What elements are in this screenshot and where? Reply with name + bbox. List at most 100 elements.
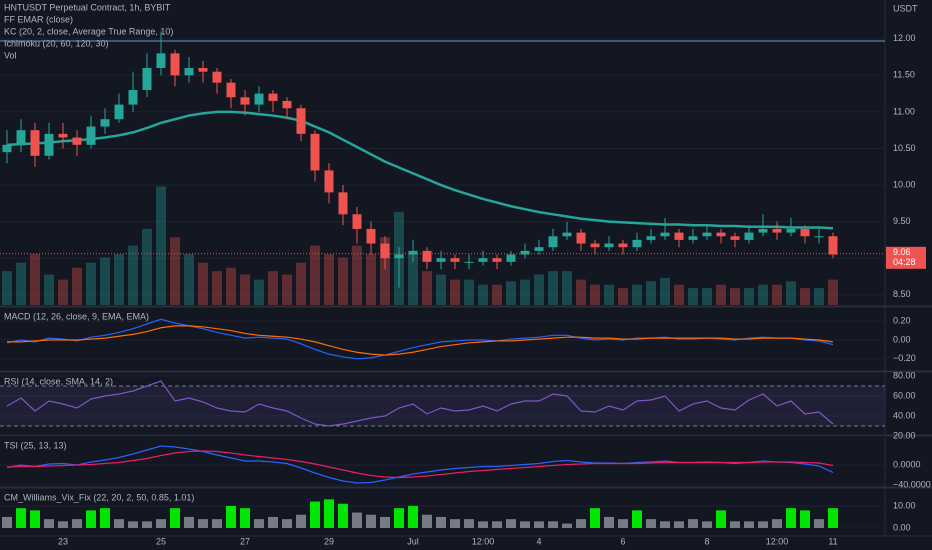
volume-bar	[2, 271, 12, 305]
y-tick-label: 40.00	[893, 410, 916, 420]
candle-body	[394, 254, 404, 259]
x-tick-label: 29	[324, 536, 334, 546]
volume-bar	[380, 237, 390, 305]
vix-bar	[744, 521, 754, 528]
vix-bar	[646, 519, 656, 528]
candle-body	[86, 126, 96, 145]
vix-bar	[772, 519, 782, 528]
candle-body	[338, 192, 348, 215]
vix-bar	[212, 519, 222, 528]
vix-bar	[688, 519, 698, 528]
candle-body	[688, 236, 698, 240]
vix-bar	[618, 519, 628, 528]
candle-body	[170, 53, 180, 76]
volume-bar	[478, 284, 488, 305]
candle-body	[716, 232, 726, 237]
vix-bar	[240, 508, 250, 528]
vix-bar	[72, 519, 82, 528]
volume-bar	[198, 262, 208, 305]
candle-body	[100, 119, 110, 127]
candle-body	[450, 258, 460, 262]
vix-bar	[800, 510, 810, 528]
vix-bar	[520, 521, 530, 528]
indicator-label: Ichimoku (20, 60, 120, 30)	[4, 38, 109, 48]
indicator-label: Vol	[4, 50, 17, 60]
vix-bar	[660, 521, 670, 528]
candle-body	[492, 258, 502, 262]
candle-body	[44, 133, 54, 156]
vix-bar	[58, 521, 68, 528]
candle-body	[142, 68, 152, 90]
candle-body	[534, 247, 544, 251]
candle-body	[128, 89, 138, 105]
candle-body	[744, 232, 754, 240]
vix-bar	[366, 514, 376, 528]
x-tick-label: 4	[536, 536, 541, 546]
candle-body	[478, 258, 488, 262]
volume-bar	[590, 284, 600, 305]
volume-bar	[268, 271, 278, 305]
y-tick-label: 80.00	[893, 370, 916, 380]
volume-bar	[450, 279, 460, 305]
vix-bar	[814, 519, 824, 528]
vix-bar	[534, 521, 544, 528]
vix-bar	[590, 508, 600, 528]
volume-bar	[744, 288, 754, 305]
volume-bar	[548, 271, 558, 305]
candle-body	[632, 239, 642, 248]
candle-body	[310, 133, 320, 171]
volume-bar	[604, 284, 614, 305]
candle-body	[268, 93, 278, 101]
vix-bar	[562, 523, 572, 528]
vix-bar	[226, 505, 236, 528]
volume-bar	[310, 245, 320, 305]
candle-body	[702, 232, 712, 237]
volume-bar	[492, 284, 502, 305]
vix-bar	[604, 516, 614, 528]
vix-bar	[730, 521, 740, 528]
pane-title: TSI (25, 13, 13)	[4, 440, 67, 450]
candle-body	[646, 236, 656, 240]
volume-bar	[562, 271, 572, 305]
volume-bar	[464, 279, 474, 305]
vix-bar	[450, 519, 460, 528]
last-price-box	[886, 246, 926, 269]
candle-body	[352, 214, 362, 229]
volume-bar	[44, 274, 54, 305]
x-tick-label: Jul	[407, 536, 419, 546]
candle-body	[604, 243, 614, 248]
vix-bar	[716, 510, 726, 528]
vix-bar	[352, 512, 362, 528]
volume-bar	[758, 284, 768, 305]
vix-bar	[184, 516, 194, 528]
vix-bar	[268, 516, 278, 528]
volume-bar	[184, 254, 194, 305]
volume-bar	[352, 245, 362, 305]
vix-bar	[632, 510, 642, 528]
y-tick-label: 0.00	[893, 334, 911, 344]
indicator-line	[6, 450, 834, 479]
volume-bar	[114, 254, 124, 305]
candle-body	[184, 68, 194, 76]
candle-body	[772, 228, 782, 233]
candle-body	[506, 254, 516, 262]
vix-bar	[296, 514, 306, 528]
volume-bar	[436, 274, 446, 305]
y-tick-label: 11.00	[893, 106, 915, 116]
volume-bar	[170, 237, 180, 305]
candle-body	[548, 236, 558, 248]
candle-body	[254, 93, 264, 105]
vix-bar	[198, 519, 208, 528]
y-tick-label: 60.00	[893, 390, 916, 400]
candle-body	[814, 236, 824, 238]
candle-body	[562, 232, 572, 237]
candle-body	[786, 228, 796, 233]
volume-bar	[226, 267, 236, 305]
y-tick-label: 10.00	[893, 500, 916, 510]
vix-bar	[408, 505, 418, 528]
vix-bar	[786, 508, 796, 528]
volume-bar	[520, 279, 530, 305]
volume-bar	[730, 288, 740, 305]
candle-body	[590, 243, 600, 248]
